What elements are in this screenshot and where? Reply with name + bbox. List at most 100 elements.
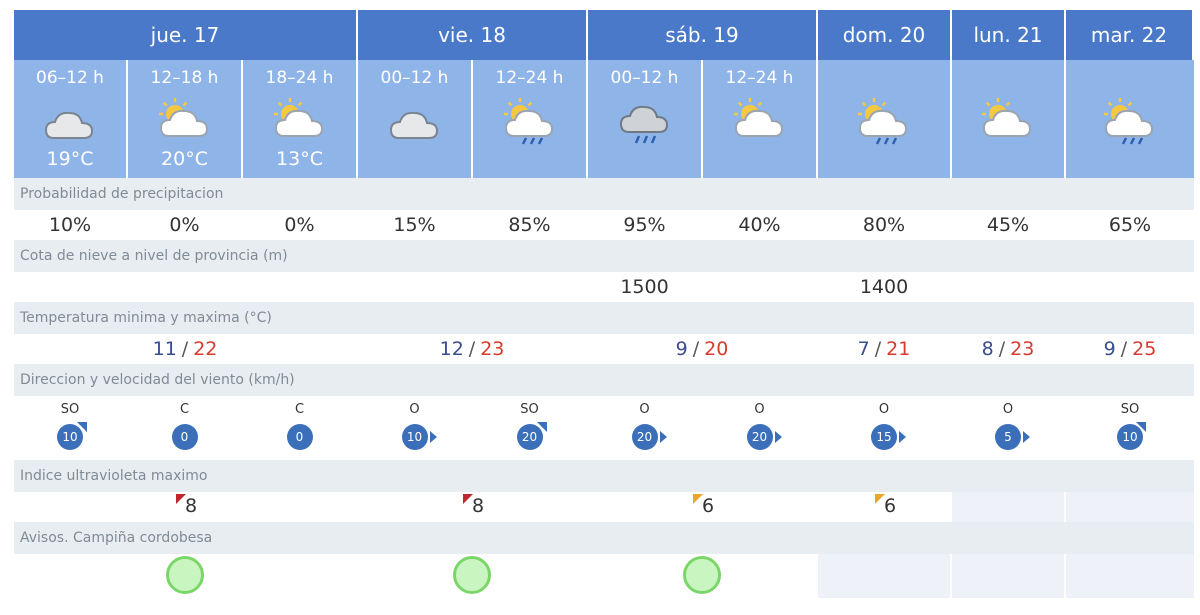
section-label-temperature: Temperatura minima y maxima (°C) xyxy=(14,302,1194,334)
precipitation-row: 10% 0% 0% 15% 85% 95% 40% 80% 45% 65% xyxy=(14,210,1194,240)
snow-level-value xyxy=(703,272,818,302)
precipitation-value: 80% xyxy=(818,210,952,240)
temperature-max: 25 xyxy=(1132,338,1157,360)
temperature-separator: / xyxy=(1120,338,1128,360)
wind-cell: O 20 xyxy=(703,396,818,460)
aviso-cell xyxy=(588,554,818,598)
sun-cloud-rain-icon xyxy=(1096,94,1164,146)
temperature-max: 23 xyxy=(480,338,505,360)
snow-level-value: 1500 xyxy=(588,272,703,302)
uv-index-value: 6 xyxy=(702,495,715,517)
wind-arrow-icon xyxy=(1023,431,1030,443)
temperature-max: 22 xyxy=(193,338,218,360)
temperature-range: 8/23 xyxy=(952,334,1066,364)
temperature-min: 12 xyxy=(439,338,464,360)
wind-cell: O 20 xyxy=(588,396,703,460)
section-label-avisos: Avisos. Campiña cordobesa xyxy=(14,522,1194,554)
dark-cloud-rain-icon xyxy=(611,94,679,146)
precipitation-value: 15% xyxy=(358,210,473,240)
snow-level-value xyxy=(243,272,358,302)
wind-cell: SO 10 xyxy=(14,396,128,460)
period-cell: 12–24 h xyxy=(703,60,818,178)
forecast-table: jue. 17 vie. 18 sáb. 19 dom. 20 lun. 21 … xyxy=(14,10,1194,598)
precipitation-value: 85% xyxy=(473,210,588,240)
wind-row: SO 10 C 0 C 0 O 10 SO 20 O 20 O 20 O 15 O 5 SO 10 xyxy=(14,396,1194,460)
period-label: 18–24 h xyxy=(265,68,334,88)
day-header: mar. 22 xyxy=(1066,10,1194,60)
temperature-separator: / xyxy=(874,338,882,360)
day-header: sáb. 19 xyxy=(588,10,818,60)
wind-arrow-icon xyxy=(659,431,667,443)
period-label: 12–24 h xyxy=(495,68,564,88)
day-header: lun. 21 xyxy=(952,10,1066,60)
wind-arrow-icon xyxy=(774,431,782,443)
snow-row: 1500 1400 xyxy=(14,272,1194,302)
period-label: 00–12 h xyxy=(610,68,679,88)
wind-arrow-icon xyxy=(536,422,547,432)
wind-direction: O xyxy=(878,402,890,417)
wind-cell: SO 10 xyxy=(1066,396,1194,460)
wind-arrow-icon xyxy=(1136,422,1146,432)
uv-index-value: 8 xyxy=(185,495,198,517)
uv-row: 8 8 6 6 xyxy=(14,492,1194,522)
period-cell: 00–12 h xyxy=(358,60,473,178)
temperature-min: 9 xyxy=(675,338,688,360)
temperature-separator: / xyxy=(692,338,700,360)
uv-index-value: 8 xyxy=(472,495,485,517)
sun-cloud-icon xyxy=(151,94,219,146)
snow-level-value: 1400 xyxy=(818,272,952,302)
sun-cloud-icon xyxy=(726,94,794,146)
wind-cell: O 10 xyxy=(358,396,473,460)
snow-level-value xyxy=(358,272,473,302)
uv-level-flag-icon xyxy=(875,494,885,504)
period-row: 06–12 h 19°C 12–18 h 20°C 18–24 h 13°C 00–12 h… xyxy=(14,60,1194,178)
green-warning-dot-icon[interactable] xyxy=(166,556,204,594)
wind-speed-badge: 10 xyxy=(401,424,428,450)
green-warning-dot-icon[interactable] xyxy=(683,556,721,594)
wind-direction: C xyxy=(179,402,190,417)
cloudy-icon xyxy=(381,94,449,146)
temperature-range: 11/22 xyxy=(14,334,358,364)
temperature-range: 9/25 xyxy=(1066,334,1194,364)
temperature-min: 8 xyxy=(981,338,994,360)
period-temperature: 13°C xyxy=(276,148,323,170)
wind-cell: SO 20 xyxy=(473,396,588,460)
wind-direction: O xyxy=(754,402,765,417)
precipitation-value: 10% xyxy=(14,210,128,240)
avisos-row xyxy=(14,554,1194,598)
wind-arrow-icon xyxy=(77,422,87,432)
wind-arrow-icon xyxy=(899,431,906,443)
period-cell xyxy=(818,60,952,178)
temperature-row: 11/22 12/23 9/20 7/21 8/23 9/25 xyxy=(14,334,1194,364)
period-label: 00–12 h xyxy=(380,68,449,88)
wind-speed-badge: 10 xyxy=(57,424,83,450)
wind-direction: O xyxy=(409,402,420,417)
sun-cloud-rain-icon xyxy=(496,94,564,146)
period-cell xyxy=(952,60,1066,178)
wind-speed-badge: 5 xyxy=(995,424,1021,450)
uv-cell: 8 xyxy=(14,492,358,522)
uv-cell xyxy=(1066,492,1194,522)
green-warning-dot-icon[interactable] xyxy=(453,556,491,594)
temperature-range: 12/23 xyxy=(358,334,588,364)
aviso-cell xyxy=(1066,554,1194,598)
wind-direction: C xyxy=(294,402,305,417)
wind-direction: O xyxy=(639,402,650,417)
temperature-separator: / xyxy=(998,338,1006,360)
snow-level-value xyxy=(1066,272,1194,302)
snow-level-value xyxy=(128,272,243,302)
temperature-max: 21 xyxy=(886,338,911,360)
period-cell: 12–18 h 20°C xyxy=(128,60,243,178)
precipitation-value: 40% xyxy=(703,210,818,240)
temperature-separator: / xyxy=(181,338,189,360)
sun-cloud-icon xyxy=(974,94,1042,146)
period-cell: 18–24 h 13°C xyxy=(243,60,358,178)
period-cell xyxy=(1066,60,1194,178)
wind-direction: SO xyxy=(60,402,80,417)
wind-speed-badge: 20 xyxy=(631,424,658,450)
period-label: 12–18 h xyxy=(150,68,219,88)
section-label-wind: Direccion y velocidad del viento (km/h) xyxy=(14,364,1194,396)
aviso-cell xyxy=(818,554,952,598)
